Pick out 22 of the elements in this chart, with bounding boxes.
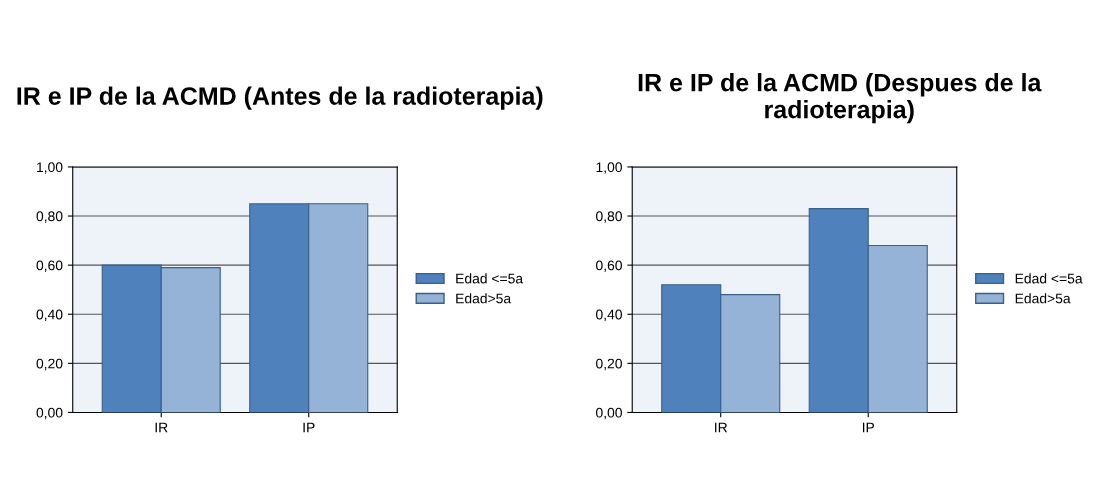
y-tick-label: 1,00 <box>37 162 63 174</box>
y-tick-label: 0,40 <box>36 309 63 322</box>
y-tick-label: 0,40 <box>596 309 622 322</box>
x-tick-label: IP <box>303 422 315 433</box>
y-tick-label: 0,20 <box>36 358 63 371</box>
x-tick-label: IP <box>862 422 875 433</box>
chart-title: IR e IP de la ACMD (Antes de la radioterapia) <box>17 86 543 110</box>
y-tick-label: 0,00 <box>36 407 63 420</box>
y-tick-label: 0,60 <box>596 260 622 272</box>
y-tick-label: 0,20 <box>596 358 622 371</box>
x-tick-label: IR <box>155 422 168 433</box>
legend-label: Edad <=5a <box>1015 273 1083 284</box>
legend-label: Edad>5a <box>1015 293 1071 304</box>
y-tick-label: 0,60 <box>36 260 63 272</box>
legend-label: Edad <=5a <box>456 273 524 284</box>
y-tick-label: 0,00 <box>596 407 622 420</box>
y-tick-label: 0,80 <box>36 211 63 223</box>
legend-label: Edad>5a <box>456 293 512 304</box>
chart-title: IR e IP de la ACMD (Despues de la radioterapia) <box>638 73 1042 124</box>
x-tick-label: IR <box>715 422 728 433</box>
y-tick-label: 1,00 <box>596 162 622 174</box>
y-tick-label: 0,80 <box>596 211 622 223</box>
